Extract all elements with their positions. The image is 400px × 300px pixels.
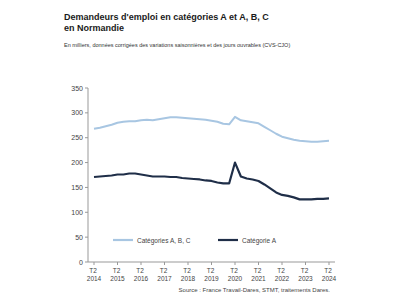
y-tick-label: 100 xyxy=(71,209,83,216)
y-tick-label: 250 xyxy=(71,134,83,141)
plot-lines xyxy=(94,117,329,200)
y-tick xyxy=(85,187,88,188)
x-tick xyxy=(235,262,236,265)
x-tick-label: T2 2022 xyxy=(275,267,290,282)
x-tick-label: T2 2023 xyxy=(298,267,313,282)
x-tick-label: T2 2021 xyxy=(251,267,266,282)
legend-label: Catégories A, B, C xyxy=(137,237,191,245)
x-tick xyxy=(94,262,95,265)
y-tick-label: 350 xyxy=(71,85,83,92)
x-tick-label: T2 2020 xyxy=(228,267,243,282)
chart: 0 50 100 150 200 250 300 350 T2 2014 T2 2015 T2 20… xyxy=(0,0,400,300)
y-tick xyxy=(85,262,88,263)
series-line xyxy=(94,163,329,200)
y-axis xyxy=(88,88,89,262)
page: Demandeurs d'emploi en catégories A et A… xyxy=(0,0,400,300)
x-tick-label: T2 2015 xyxy=(110,267,125,282)
title: Demandeurs d'emploi en catégories A et A… xyxy=(64,12,279,34)
y-tick xyxy=(85,237,88,238)
y-tick xyxy=(85,112,88,113)
x-tick xyxy=(329,262,330,265)
y-tick xyxy=(85,162,88,163)
y-tick xyxy=(85,212,88,213)
x-tick-label: T2 2019 xyxy=(204,267,219,282)
x-tick xyxy=(282,262,283,265)
x-tick xyxy=(258,262,259,265)
y-tick-label: 200 xyxy=(71,159,83,166)
source: Source : France Travail-Dares, STMT, tra… xyxy=(179,287,331,293)
x-tick xyxy=(305,262,306,265)
y-tick xyxy=(85,88,88,89)
x-tick xyxy=(117,262,118,265)
y-tick xyxy=(85,137,88,138)
x-tick-label: T2 2024 xyxy=(322,267,337,282)
series-line xyxy=(94,117,329,142)
subtitle: En milliers, données corrigées des varia… xyxy=(64,42,354,49)
legend-swatch xyxy=(113,239,133,241)
x-tick-label: T2 2018 xyxy=(181,267,196,282)
x-tick-label: T2 2017 xyxy=(157,267,172,282)
y-tick-label: 50 xyxy=(75,234,83,241)
x-tick-label: T2 2014 xyxy=(87,267,102,282)
x-tick xyxy=(164,262,165,265)
legend-label: Catégorie A xyxy=(242,237,277,245)
x-tick xyxy=(211,262,212,265)
y-tick-label: 300 xyxy=(71,109,83,116)
x-tick xyxy=(141,262,142,265)
legend-swatch xyxy=(218,239,238,241)
x-tick-label: T2 2016 xyxy=(134,267,149,282)
y-tick-label: 0 xyxy=(79,259,83,266)
y-tick-label: 150 xyxy=(71,184,83,191)
x-tick xyxy=(188,262,189,265)
